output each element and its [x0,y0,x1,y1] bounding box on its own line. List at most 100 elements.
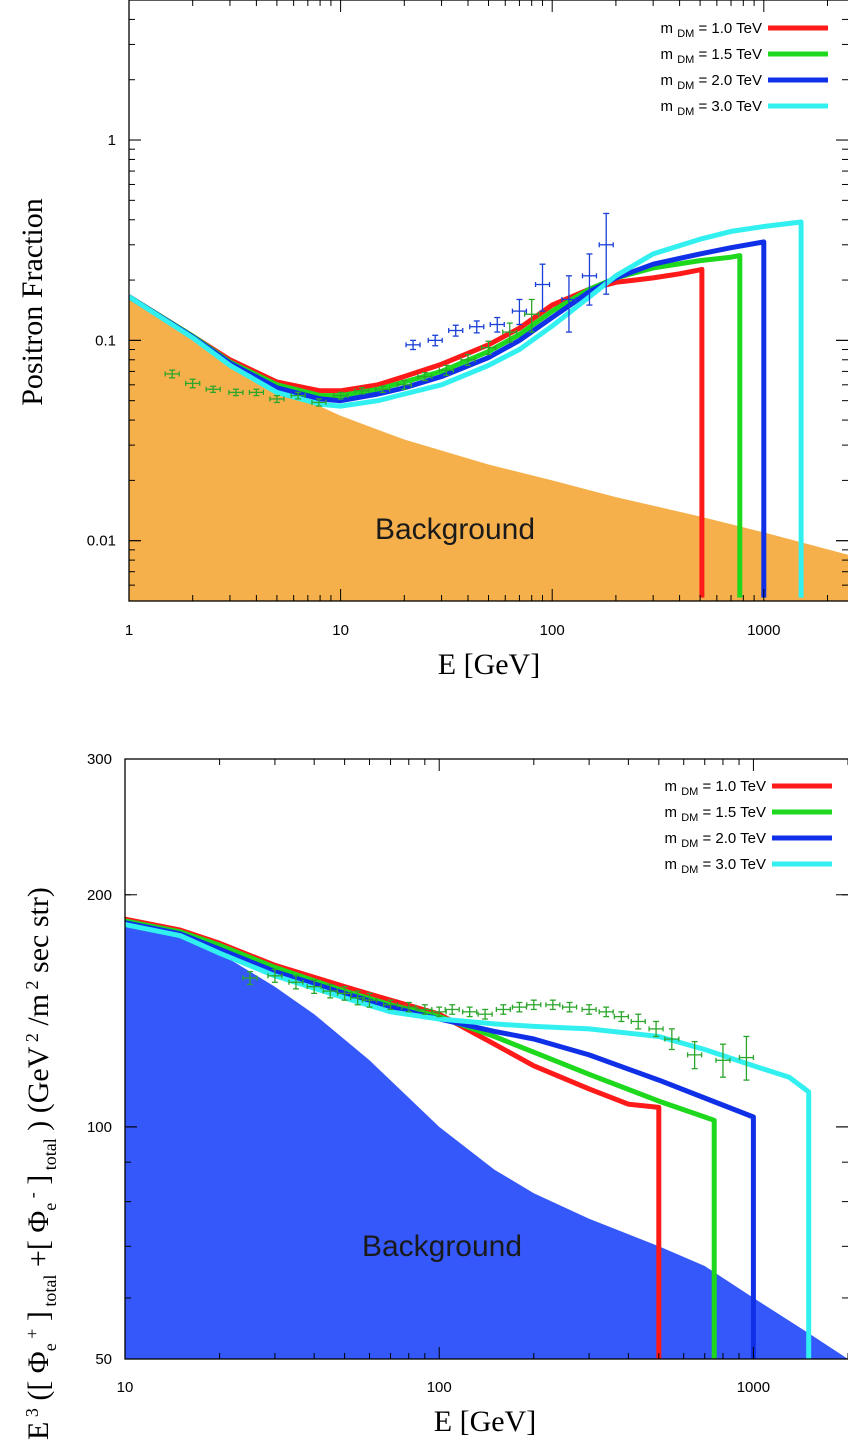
data-point [598,1006,614,1018]
y-tick-label: 200 [87,887,112,904]
x-tick-label: 1000 [747,622,780,639]
data-point [715,1043,731,1078]
data-point [405,339,421,351]
data-point [477,1008,493,1020]
positron-fraction-panel: Background 1 10 100 1000 0.01 0.1 1 m DM = 1.… [16,0,848,681]
legend-label: m DM = 3.0 TeV [665,856,766,876]
series-line [125,920,756,1359]
data-point [336,986,353,1001]
data-point [354,387,370,395]
series-line [129,239,767,598]
data-point [306,979,322,995]
x-tick-labels: 1 10 100 1000 [125,622,781,639]
x-tick-label: 1000 [737,1379,770,1396]
background-label: Background [362,1230,522,1263]
x-tick-label: 10 [332,622,349,639]
background-area [125,926,848,1359]
legend: m DM = 1.0 TeV m DM = 1.5 TeV m DM = 2.0 T… [665,778,832,876]
data-point [480,340,497,356]
data-point [630,1013,646,1030]
background-label: Background [375,513,535,546]
background-fill [125,926,848,1359]
background-area [129,299,848,601]
legend: m DM = 1.0 TeV m DM = 1.5 TeV m DM = 2.0 T… [661,20,828,118]
data-points-group [242,968,755,1081]
data-point [228,388,244,397]
y-tick-label: 100 [87,1119,112,1136]
series-line [129,219,804,598]
data-point [248,388,265,397]
data-point [511,298,528,326]
total-flux-panel: Background 10 100 1000 50 100 200 300 m DM = … [22,751,848,1440]
legend-label: m DM = 1.5 TeV [665,804,766,824]
data-point [382,999,399,1011]
data-point [431,1006,447,1018]
data-point [686,1040,703,1070]
background-fill [129,299,848,601]
legend-label: m DM = 1.5 TeV [661,46,762,66]
data-point [332,391,349,400]
data-point [164,369,180,379]
legend-label: m DM = 3.0 TeV [661,98,762,118]
data-point [185,378,201,389]
data-point [524,298,540,333]
data-points-group [164,212,614,407]
data-point [581,1004,597,1015]
data-point [460,353,476,367]
data-point [438,364,454,376]
data-point [290,391,306,400]
legend-label: m DM = 1.0 TeV [661,20,762,40]
data-point [495,1004,511,1015]
data-point [462,1006,478,1018]
legend-label: m DM = 2.0 TeV [665,830,766,850]
y-tick-label: 0.01 [87,533,116,550]
y-tick-label: 50 [95,1351,112,1368]
legend-entry: m DM = 3.0 TeV [661,98,828,118]
legend-entry: m DM = 2.0 TeV [665,830,832,850]
legend-entry: m DM = 1.5 TeV [661,46,828,66]
data-point [545,999,561,1011]
y-tick-labels: 50 100 200 300 [87,751,112,1368]
x-tick-labels: 10 100 1000 [117,1379,770,1396]
data-point [448,324,464,337]
y-tick-label: 1 [108,132,116,149]
data-point [205,385,221,394]
data-point [581,253,598,306]
legend-label: m DM = 1.0 TeV [665,778,766,798]
data-point [598,212,614,295]
x-tick-label: 100 [540,622,565,639]
plot-border [124,758,848,1360]
data-point [469,320,485,334]
data-point [427,334,443,347]
legend-entry: m DM = 2.0 TeV [661,72,828,92]
data-point [444,1004,460,1015]
data-point [561,275,577,333]
legend-label: m DM = 2.0 TeV [661,72,762,92]
x-tick-label: 1 [125,622,133,639]
data-point [361,992,378,1008]
data-point [267,968,283,983]
data-point [242,970,258,986]
data-point [269,394,285,404]
plot-border [128,0,848,602]
series-line [125,922,812,1359]
data-point [534,263,551,312]
data-point [489,316,505,333]
data-point [311,398,327,407]
data-point [511,1001,528,1013]
y-axis-label: Positron Fraction [16,198,49,406]
data-point [738,1035,755,1081]
y-tick-labels: 0.01 0.1 1 [87,132,116,550]
data-point [401,1001,417,1013]
legend-entry: m DM = 1.0 TeV [661,20,828,40]
data-point [648,1020,664,1038]
y-tick-label: 300 [87,751,112,768]
data-point [561,1001,578,1013]
x-axis-label: E [GeV] [434,1405,536,1438]
data-point [664,1028,680,1051]
y-tick-label: 0.1 [95,332,116,349]
x-axis-label: E [GeV] [438,648,540,681]
data-point [417,371,433,382]
data-point [613,1011,630,1023]
